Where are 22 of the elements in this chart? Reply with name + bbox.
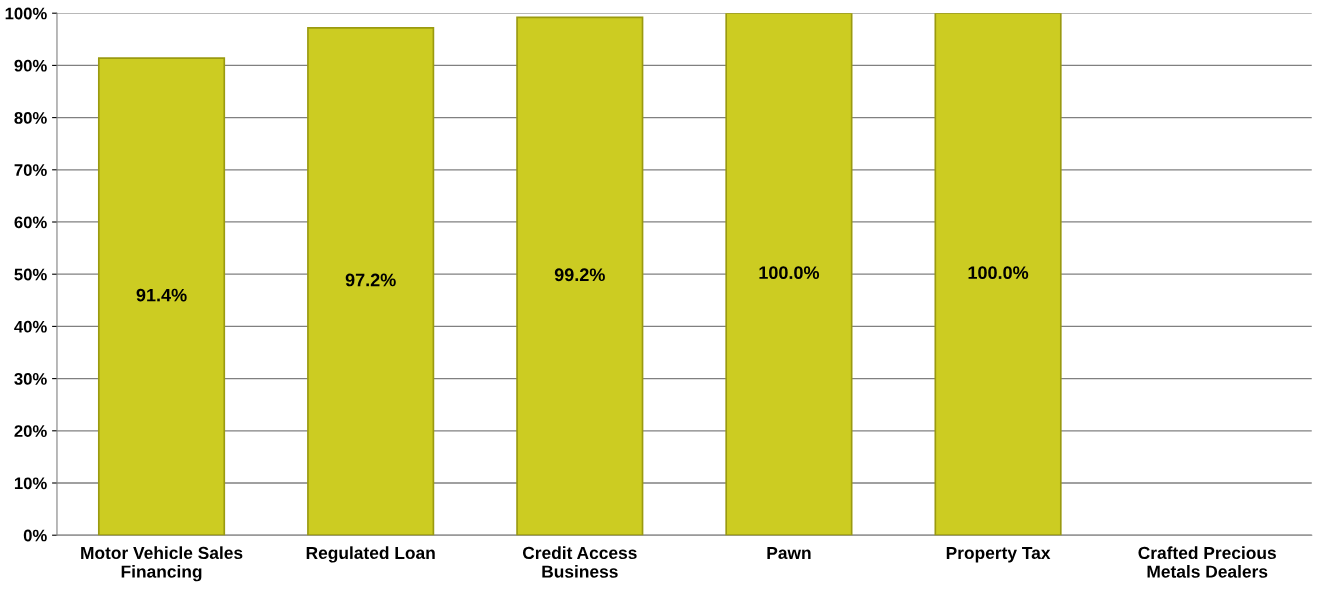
y-tick-label: 40% (14, 320, 47, 333)
y-tick-label: 20% (14, 425, 47, 437)
data-label: 91.4% (136, 288, 187, 302)
x-tick-label: Crafted Precious Metals Dealers (1138, 546, 1276, 578)
y-tick-label: 30% (14, 373, 47, 385)
x-tick-label: Credit Access Business (522, 546, 637, 578)
y-tick-label: 50% (14, 268, 47, 281)
y-tick-label: 70% (14, 164, 47, 176)
data-label: 100.0% (759, 266, 820, 280)
x-tick-label: Pawn (767, 546, 811, 560)
y-tick-label: 90% (14, 59, 47, 72)
y-tick-label: 80% (14, 112, 47, 124)
data-label: 97.2% (345, 273, 396, 287)
y-tick-label: 0% (23, 529, 47, 542)
data-label: 99.2% (554, 268, 605, 282)
x-tick-label: Regulated Loan (306, 546, 435, 563)
y-tick-label: 10% (14, 477, 47, 490)
x-tick-label: Property Tax (946, 546, 1051, 563)
y-tick-label: 100% (5, 7, 47, 20)
data-label: 100.0% (968, 266, 1029, 280)
x-tick-label: Motor Vehicle Sales Financing (81, 546, 243, 582)
y-tick-label: 60% (14, 216, 47, 229)
